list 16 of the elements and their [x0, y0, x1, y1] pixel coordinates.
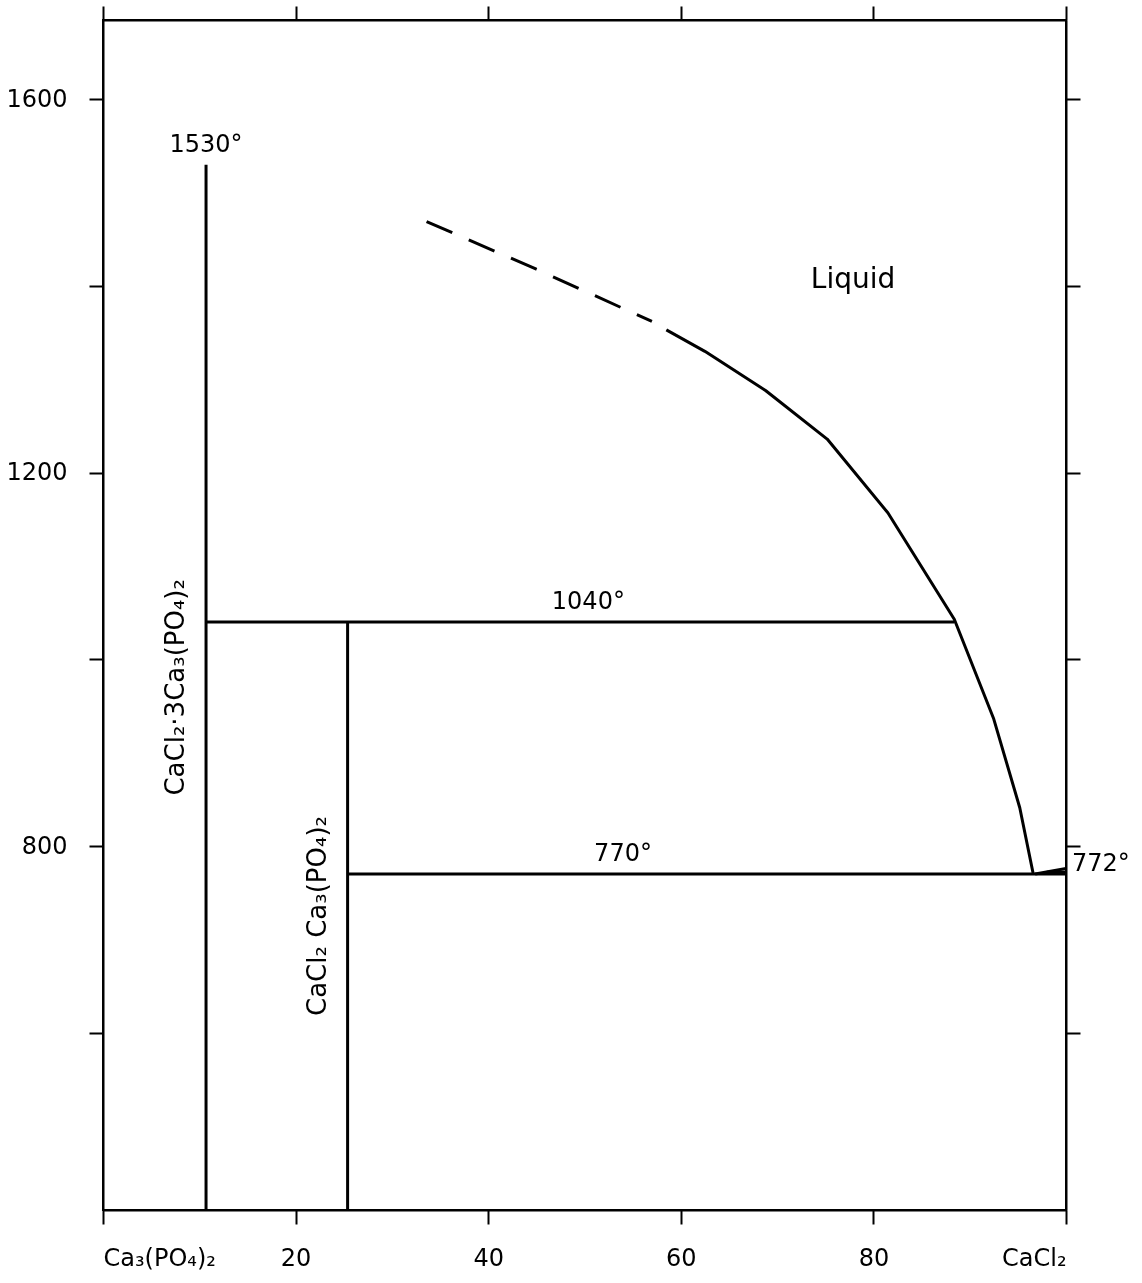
y-tick-label: 800 [21, 831, 68, 860]
annotation: 770° [594, 839, 652, 867]
x-tick-label: Ca₃(PO₄)₂ [103, 1243, 216, 1272]
text: CaCl₂·3Ca₃(PO₄)₂ [160, 579, 191, 796]
y-tick-label: 1600 [6, 84, 68, 113]
x-tick-label: 20 [280, 1243, 312, 1272]
annotation: 772° [1072, 849, 1130, 878]
x-tick-label: CaCl₂ [1001, 1243, 1067, 1272]
text: CaCl₂ Ca₃(PO₄)₂ [301, 816, 332, 1016]
x-tick-label: 40 [473, 1243, 504, 1272]
x-tick-label: 60 [666, 1243, 697, 1272]
annotation: 1530° [169, 129, 243, 158]
annotation: Liquid [810, 262, 896, 295]
x-tick-label: 80 [858, 1243, 890, 1272]
annotation: 1040° [551, 587, 625, 615]
y-tick-label: 1200 [6, 458, 68, 487]
